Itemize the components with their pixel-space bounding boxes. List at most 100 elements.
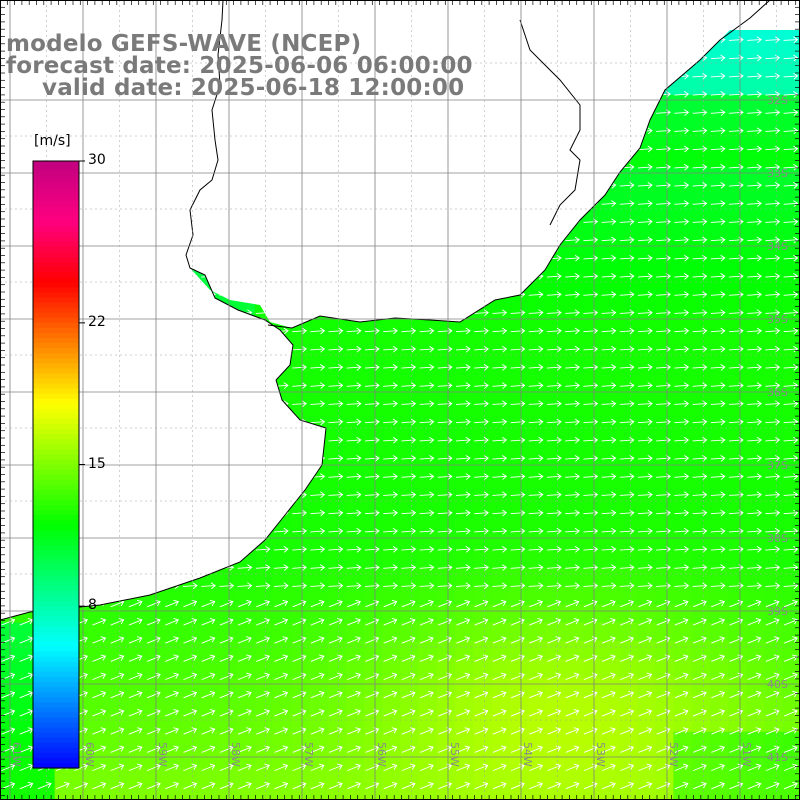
wind-arrow (419, 564, 435, 571)
wind-arrow (256, 745, 270, 753)
wind-arrow (273, 218, 289, 226)
wind-cell (655, 404, 674, 423)
wind-cell (145, 240, 165, 260)
wind-arrow (401, 127, 417, 135)
wind-cell (655, 458, 674, 478)
wind-cell (491, 40, 511, 59)
wind-arrow (19, 491, 34, 499)
wind-arrow (401, 727, 416, 735)
wind-cell (273, 513, 292, 533)
wind-cell (473, 458, 492, 478)
colorbar-segment (33, 373, 79, 380)
wind-arrow (146, 127, 162, 135)
wind-arrow (401, 400, 417, 408)
wind-arrow (783, 745, 798, 753)
wind-arrow (474, 400, 489, 408)
wind-cell (345, 404, 365, 423)
wind-arrow (747, 273, 762, 280)
wind-cell (200, 713, 219, 733)
wind-cell (782, 131, 800, 150)
wind-arrow (19, 364, 34, 371)
wind-cell (254, 185, 274, 205)
wind-arrow (219, 672, 234, 681)
wind-cell (418, 222, 438, 241)
wind-arrow (747, 54, 762, 62)
wind-cell (673, 713, 693, 733)
wind-arrow (710, 436, 726, 444)
wind-arrow (510, 72, 526, 80)
wind-arrow (419, 236, 435, 244)
wind-arrow (656, 709, 671, 717)
wind-arrow (565, 527, 580, 535)
wind-arrow (128, 418, 144, 426)
wind-arrow (310, 745, 325, 753)
wind-cell (18, 640, 37, 660)
colorbar (32, 160, 85, 769)
wind-cell (564, 659, 583, 678)
wind-arrow (565, 127, 580, 135)
wind-arrow (474, 345, 489, 353)
wind-cell (418, 185, 438, 205)
wind-cell (200, 349, 219, 369)
wind-arrow (364, 382, 380, 389)
wind-cell (0, 295, 19, 314)
wind-cell (455, 513, 474, 533)
wind-arrow (401, 327, 417, 335)
wind-arrow (637, 182, 653, 189)
wind-cell (709, 622, 729, 642)
wind-arrow (528, 455, 544, 462)
wind-arrow (0, 273, 16, 280)
wind-cell (254, 477, 274, 496)
wind-cell (746, 295, 765, 314)
wind-arrow (765, 291, 781, 298)
wind-arrow (674, 636, 689, 644)
wind-cell (418, 422, 438, 442)
wind-cell (673, 622, 693, 642)
wind-arrow (783, 91, 799, 98)
wind-arrow (110, 145, 125, 153)
wind-cell (382, 185, 401, 205)
wind-arrow (492, 745, 507, 753)
wind-arrow (346, 509, 362, 517)
wind-cell (145, 113, 165, 132)
wind-cell (637, 750, 656, 769)
wind-cell (491, 549, 511, 569)
wind-arrow (692, 745, 707, 753)
wind-arrow (0, 182, 16, 189)
wind-arrow (1, 727, 16, 735)
wind-arrow (510, 309, 526, 317)
wind-cell (236, 768, 256, 787)
wind-arrow (656, 36, 671, 44)
wind-cell (491, 404, 511, 423)
wind-cell (0, 204, 19, 223)
wind-cell (582, 386, 602, 405)
wind-cell (673, 113, 693, 132)
wind-cell (364, 695, 383, 715)
wind-cell (455, 713, 474, 733)
wind-arrow (146, 473, 162, 480)
wind-arrow (601, 72, 617, 80)
wind-cell (655, 768, 674, 787)
wind-arrow (383, 327, 398, 335)
wind-cell (236, 731, 256, 751)
wind-arrow (637, 564, 653, 571)
wind-arrow (455, 382, 471, 389)
wind-arrow (474, 200, 489, 207)
wind-arrow (237, 781, 252, 790)
wind-arrow (219, 509, 235, 517)
wind-cell (436, 367, 456, 387)
wind-arrow (128, 509, 144, 517)
wind-arrow (274, 727, 289, 735)
wind-cell (436, 422, 456, 442)
wind-cell (746, 331, 765, 351)
wind-cell (564, 367, 583, 387)
wind-arrow (674, 218, 690, 226)
wind-cell (327, 222, 347, 241)
wind-cell (746, 549, 765, 569)
wind-cell (364, 331, 383, 351)
wind-arrow (492, 727, 507, 735)
colorbar-segment (33, 687, 79, 693)
wind-cell (309, 240, 329, 260)
wind-cell (200, 768, 219, 787)
wind-cell (455, 495, 474, 514)
